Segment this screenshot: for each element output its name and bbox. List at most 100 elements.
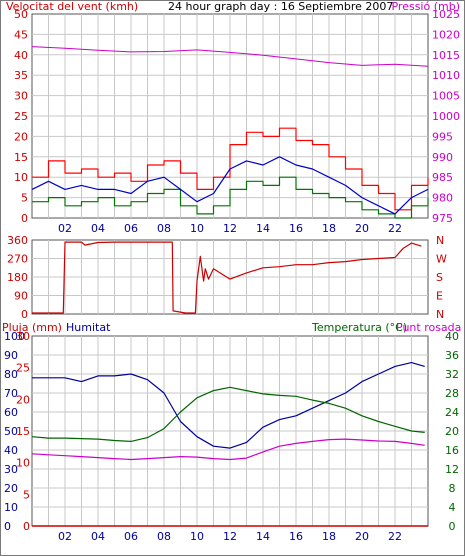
- temperature-tick-label: 16: [445, 444, 459, 457]
- humidity-tick-label: 90: [4, 349, 18, 362]
- humidity-tick-label: 20: [4, 482, 18, 495]
- rain-tick-label: 15: [16, 425, 30, 438]
- chart-title: 24 hour graph day : 16 Septiembre 2007: [168, 0, 393, 13]
- humidity-tick-label: 80: [4, 368, 18, 381]
- x-tick-label-bottom: 04: [91, 530, 105, 543]
- x-tick-label-top: 18: [322, 222, 336, 235]
- humidity-axis-label: Humitat: [66, 321, 111, 334]
- x-tick-label-top: 22: [388, 222, 402, 235]
- gust-series: [32, 127, 429, 211]
- compass-tick-label: S: [436, 271, 443, 284]
- direction-tick-label: 180: [7, 271, 28, 284]
- humidity-line: [32, 362, 425, 449]
- wind-tick-label: 5: [21, 192, 28, 205]
- compass-tick-label: N: [436, 234, 444, 247]
- pressure-tick-label: 995: [432, 130, 453, 143]
- rain-tick-label: 30: [16, 330, 30, 343]
- dewpoint-axis-label: Punt rosada: [396, 321, 461, 334]
- rain-tick-label: 0: [23, 520, 30, 533]
- series-layer: [31, 46, 429, 527]
- direction-tick-label: 270: [7, 253, 28, 266]
- pressure-tick-label: 990: [432, 151, 453, 164]
- rain-tick-label: 20: [16, 393, 30, 406]
- x-tick-label-top: 12: [223, 222, 237, 235]
- humidity-tick-label: 100: [4, 330, 25, 343]
- pressure-axis-label: Pressió (mb): [391, 0, 460, 13]
- x-tick-label-bottom: 20: [355, 530, 369, 543]
- pressure-tick-label: 1000: [432, 110, 460, 123]
- pressure-tick-label: 975: [432, 212, 453, 225]
- x-tick-label-bottom: 16: [289, 530, 303, 543]
- temperature-tick-label: 12: [445, 463, 459, 476]
- x-tick-label-bottom: 12: [223, 530, 237, 543]
- wind-tick-label: 20: [14, 130, 28, 143]
- wind-tick-label: 40: [14, 49, 28, 62]
- pressure-tick-label: 1020: [432, 28, 460, 41]
- wind-tick-label: 35: [14, 69, 28, 82]
- temperature-tick-label: 24: [445, 406, 459, 419]
- pressure-tick-label: 1010: [432, 69, 460, 82]
- wind-tick-label: 0: [21, 212, 28, 225]
- wind-direction-line: [32, 241, 422, 314]
- temperature-tick-label: 4: [449, 501, 456, 514]
- direction-tick-label: 0: [21, 308, 28, 321]
- x-tick-label-bottom: 10: [190, 530, 204, 543]
- pressure-line: [31, 46, 429, 67]
- compass-tick-label: W: [436, 253, 447, 266]
- x-tick-label-top: 10: [190, 222, 204, 235]
- wind-tick-label: 45: [14, 28, 28, 41]
- rain-axis-label: Pluja (mm): [2, 321, 62, 334]
- humidity-tick-label: 30: [4, 463, 18, 476]
- temperature-tick-label: 20: [445, 425, 459, 438]
- temperature-tick-label: 32: [445, 368, 459, 381]
- humidity-tick-label: 50: [4, 425, 18, 438]
- direction-tick-label: 90: [14, 290, 28, 303]
- compass-tick-label: N: [436, 308, 444, 321]
- pressure-tick-label: 1025: [432, 8, 460, 21]
- wind-tick-label: 10: [14, 171, 28, 184]
- humidity-tick-label: 10: [4, 501, 18, 514]
- x-tick-label-top: 02: [58, 222, 72, 235]
- wind-speed-series: [32, 176, 429, 219]
- rain-tick-label: 25: [16, 362, 30, 375]
- tick-labels: 0202040406060808101012121414161618182020…: [4, 8, 460, 543]
- temperature-tick-label: 40: [445, 330, 459, 343]
- humidity-tick-label: 60: [4, 406, 18, 419]
- x-tick-label-bottom: 08: [157, 530, 171, 543]
- temperature-axis-label: Temperatura (°C): [311, 321, 407, 334]
- gridlines: [32, 14, 428, 526]
- humidity-tick-label: 40: [4, 444, 18, 457]
- wind-tick-label: 25: [14, 110, 28, 123]
- x-tick-label-top: 16: [289, 222, 303, 235]
- temperature-line: [31, 386, 425, 442]
- temperature-tick-label: 36: [445, 349, 459, 362]
- x-tick-label-bottom: 18: [322, 530, 336, 543]
- average-wind-line: [31, 156, 429, 215]
- x-tick-label-top: 06: [124, 222, 138, 235]
- x-tick-label-bottom: 02: [58, 530, 72, 543]
- dewpoint-line: [31, 438, 425, 461]
- x-tick-label-top: 20: [355, 222, 369, 235]
- pressure-tick-label: 985: [432, 171, 453, 184]
- humidity-tick-label: 0: [4, 520, 11, 533]
- x-tick-label-bottom: 06: [124, 530, 138, 543]
- temperature-tick-label: 8: [449, 482, 456, 495]
- temperature-tick-label: 28: [445, 387, 459, 400]
- wind-tick-label: 50: [14, 8, 28, 21]
- rain-tick-label: 10: [16, 457, 30, 470]
- x-tick-label-top: 14: [256, 222, 270, 235]
- rain-tick-label: 5: [23, 488, 30, 501]
- x-tick-label-bottom: 14: [256, 530, 270, 543]
- x-tick-label-bottom: 22: [388, 530, 402, 543]
- x-tick-label-top: 08: [157, 222, 171, 235]
- compass-tick-label: E: [436, 290, 443, 303]
- wind-tick-label: 15: [14, 151, 28, 164]
- temperature-tick-label: 0: [449, 520, 456, 533]
- pressure-tick-label: 1015: [432, 49, 460, 62]
- x-tick-label-top: 04: [91, 222, 105, 235]
- wind-axis-label: Velocitat del vent (kmh): [6, 0, 138, 13]
- direction-tick-label: 360: [7, 234, 28, 247]
- pressure-tick-label: 980: [432, 192, 453, 205]
- wind-tick-label: 30: [14, 90, 28, 103]
